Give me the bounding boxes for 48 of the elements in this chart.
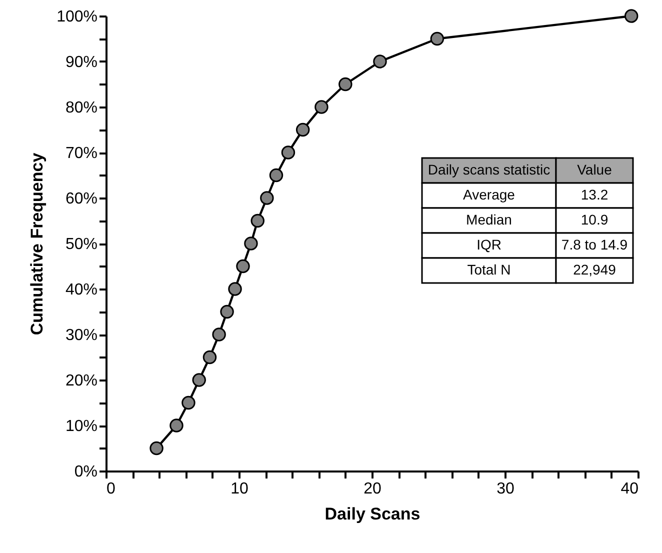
y-tick-label: 30% bbox=[65, 327, 98, 344]
point bbox=[150, 441, 164, 456]
point bbox=[281, 146, 296, 160]
point bbox=[202, 350, 217, 364]
point bbox=[260, 191, 274, 205]
point bbox=[338, 77, 352, 92]
point bbox=[182, 396, 196, 410]
point bbox=[228, 282, 242, 296]
annotation: 13.2 bbox=[580, 186, 608, 202]
annotation: Daily scans statistic bbox=[428, 162, 550, 178]
y-tick-label: 70% bbox=[65, 145, 98, 162]
x-tick-label: 20 bbox=[364, 480, 382, 498]
y-tick-label: 50% bbox=[65, 236, 98, 253]
point bbox=[236, 259, 250, 274]
point bbox=[314, 100, 328, 114]
annotation: 7.8 to 14.9 bbox=[561, 236, 628, 252]
annotation: 22,949 bbox=[573, 262, 616, 278]
x-tick-label: 30 bbox=[496, 480, 514, 498]
point bbox=[244, 236, 258, 250]
point bbox=[269, 168, 284, 182]
x-axis-title: Daily Scans bbox=[324, 504, 420, 524]
point bbox=[170, 418, 184, 432]
annotation: Average bbox=[463, 186, 516, 202]
y-tick-label: 40% bbox=[65, 282, 98, 298]
y-axis-title: Cumulative Frequency bbox=[28, 152, 47, 336]
point bbox=[296, 122, 310, 137]
annotation: 10.9 bbox=[580, 212, 608, 228]
point bbox=[212, 328, 226, 342]
x-tick-label: 0 bbox=[106, 480, 116, 498]
y-tick-label: 100% bbox=[56, 8, 98, 26]
annotation: Value bbox=[577, 162, 612, 178]
annotation: IQR bbox=[476, 236, 502, 252]
x-tick-label: 40 bbox=[620, 480, 639, 498]
point bbox=[220, 304, 234, 319]
y-tick-label: 0% bbox=[74, 464, 98, 480]
y-tick-label: 60% bbox=[65, 190, 98, 208]
y-tick-label: 20% bbox=[65, 372, 98, 390]
y-tick-label: 10% bbox=[65, 418, 98, 435]
point bbox=[250, 214, 264, 228]
point bbox=[624, 9, 638, 23]
y-tick-label: 80% bbox=[65, 100, 98, 116]
point bbox=[430, 32, 444, 46]
point bbox=[192, 373, 206, 387]
annotation: Median bbox=[466, 212, 512, 228]
y-tick-label: 90% bbox=[65, 54, 98, 71]
x-tick-label: 10 bbox=[230, 480, 248, 498]
point bbox=[373, 54, 387, 68]
annotation: Total N bbox=[467, 262, 511, 278]
